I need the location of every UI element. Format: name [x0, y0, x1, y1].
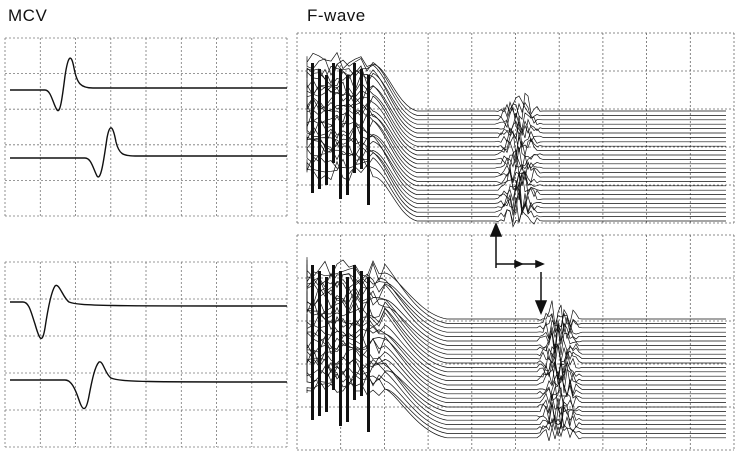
fwave-sweep [306, 147, 726, 215]
mcv-top-trace-1 [10, 57, 287, 112]
fwave-sweep [306, 306, 726, 369]
fwave-sweep [306, 280, 726, 350]
fwave-sweep [306, 158, 726, 223]
fwave-sweep [306, 139, 726, 210]
mcv-top-trace-2 [10, 127, 287, 178]
stimulus-artifact [346, 75, 349, 195]
fwave-sweep [306, 359, 726, 432]
fwave-sweep [306, 356, 726, 415]
fwave-top-panel [296, 32, 735, 228]
mcv-bottom-grid [4, 261, 288, 448]
fwave-sweep [306, 83, 726, 143]
fwave-sweep [306, 327, 726, 394]
stimulus-artifact [353, 63, 356, 173]
fwave-sweep [306, 312, 726, 380]
fwave-bottom-panel [296, 234, 735, 451]
mcv-bottom-trace-1 [10, 284, 288, 340]
fwave-sweep [306, 264, 726, 334]
mcv-top-grid [4, 37, 288, 217]
stimulus-artifact [311, 265, 314, 420]
fwave-sweep [306, 73, 726, 139]
mcv-bottom-trace-2 [10, 361, 288, 410]
fwave-bottom-traces [306, 257, 726, 441]
stimulus-artifact [353, 265, 356, 400]
fwave-sweep [306, 259, 726, 335]
fwave-sweep [306, 63, 726, 136]
mcv-label: MCV [8, 6, 48, 25]
fwave-sweep [306, 139, 726, 215]
fwave-sweep [306, 337, 726, 400]
stimulus-artifact [325, 75, 328, 185]
fwave-sweep [306, 113, 726, 182]
fwave-sweep [306, 320, 726, 397]
stimulus-artifact [318, 271, 321, 416]
mcv-top-panel [4, 37, 288, 217]
fwave-sweep [306, 121, 726, 191]
stimulus-artifact [325, 277, 328, 412]
fwave-label: F-wave [307, 6, 366, 25]
fwave-sweep [306, 329, 726, 402]
fwave-sweep [306, 379, 726, 441]
fwave-sweep [306, 86, 726, 156]
stimulus-artifact [311, 63, 314, 193]
fwave-sweep [306, 285, 726, 355]
fwave-sweep [306, 103, 726, 175]
fwave-sweep [306, 135, 726, 201]
fwave-sweep [306, 356, 726, 426]
stimulus-artifact [367, 277, 370, 432]
fwave-sweep [306, 257, 726, 328]
fwave-sweep [306, 68, 726, 140]
fwave-sweep [306, 290, 726, 362]
fwave-sweep [306, 125, 726, 191]
stimulus-artifact [339, 69, 342, 199]
stimulus-artifact [332, 63, 335, 163]
fwave-sweep [306, 81, 726, 147]
fwave-sweep [306, 95, 726, 170]
fwave-sweep [306, 109, 726, 172]
stimulus-artifact [318, 69, 321, 189]
stimulus-artifact [360, 271, 363, 396]
fwave-sweep [306, 84, 726, 156]
fwave-sweep [306, 160, 726, 228]
stimulus-artifact [367, 75, 370, 205]
fwave-sweep [306, 336, 726, 412]
fwave-sweep [306, 64, 726, 124]
fwave-top-traces [306, 51, 726, 228]
fwave-sweep [306, 344, 726, 417]
fwave-sweep [306, 313, 726, 385]
fwave-sweep [306, 373, 726, 440]
fwave-sweep [306, 108, 726, 186]
fwave-sweep [306, 355, 726, 426]
fwave-sweep [306, 281, 726, 360]
mcv-bottom-panel [4, 261, 288, 448]
fwave-sweep [306, 58, 726, 119]
fwave-sweep [306, 277, 726, 345]
stimulus-artifact [339, 271, 342, 426]
fwave-sweep [306, 153, 726, 223]
fwave-sweep [306, 364, 726, 430]
fwave-sweep [306, 51, 726, 121]
fwave-sweep [306, 314, 726, 388]
stimulus-artifact [360, 69, 363, 169]
stimulus-artifact [346, 277, 349, 422]
stimulus-artifact [332, 265, 335, 390]
fwave-sweep [306, 121, 726, 201]
fwave-sweep [306, 268, 726, 339]
